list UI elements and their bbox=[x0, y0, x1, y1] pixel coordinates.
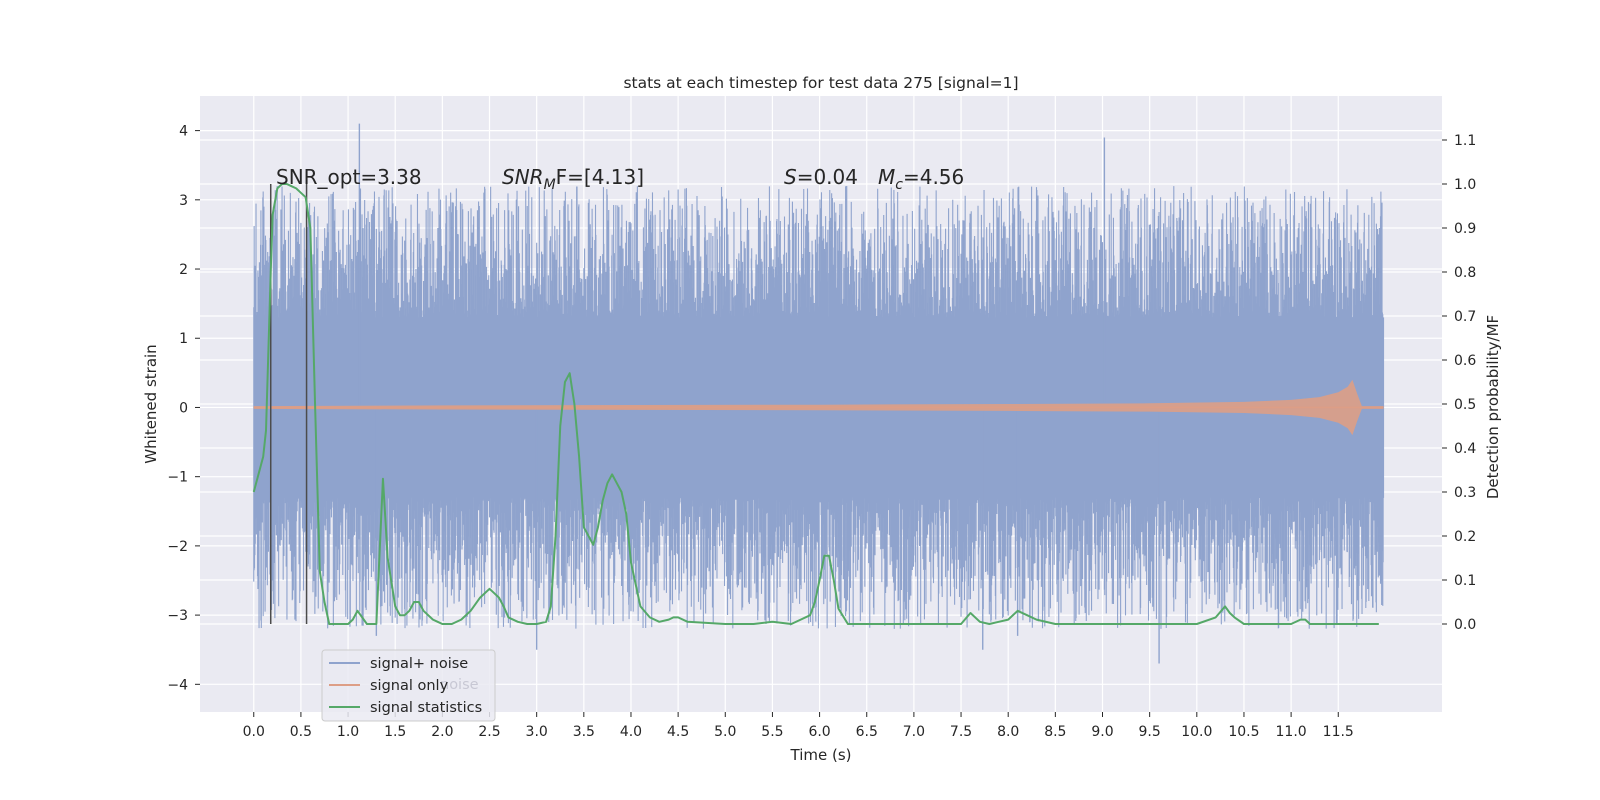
y-axis-right: 1.1 1.0 0.9 0.8 0.7 0.6 0.5 0.4 0.3 0.2 0.1 0.0 bbox=[1442, 133, 1476, 633]
x-tick-label-12: 6.0 bbox=[808, 724, 830, 740]
x-tick-label-11: 5.5 bbox=[761, 724, 783, 740]
x-axis: 0.0 0.5 1.0 1.5 2.0 2.5 3.0 3.5 4.0 4.5 5.0 5.5 6.0 6… bbox=[243, 712, 1354, 740]
y-right-tick-label-4: 0.7 bbox=[1454, 309, 1476, 325]
legend-label-signal-noise: signal+ noise bbox=[370, 656, 468, 672]
x-tick-label-14: 7.0 bbox=[903, 724, 925, 740]
y-left-tick-label-3: 1 bbox=[179, 331, 188, 347]
x-tick-label-7: 3.5 bbox=[573, 724, 595, 740]
legend-box bbox=[321, 649, 496, 722]
annotation-s-value: =0.04 bbox=[797, 165, 858, 189]
legend-label-signal-statistics: signal statistics bbox=[370, 700, 482, 716]
y-left-tick-label-0: 4 bbox=[179, 124, 188, 140]
y-right-tick-label-8: 0.3 bbox=[1454, 485, 1476, 501]
annotation-snr-mf: SNRMF=[4.13] bbox=[502, 165, 644, 193]
y-left-tick-label-2: 2 bbox=[179, 262, 188, 278]
annotation-mc: Mc=4.56 bbox=[878, 165, 964, 193]
y-left-tick-label-7: −3 bbox=[167, 608, 188, 624]
annotation-mc-label: M bbox=[878, 165, 895, 189]
series-signal-statistics bbox=[252, 183, 1379, 625]
x-tick-label-9: 4.5 bbox=[667, 724, 689, 740]
y-left-tick-label-1: 3 bbox=[179, 193, 188, 209]
y-right-tick-label-11: 0.0 bbox=[1454, 617, 1476, 633]
x-tick-label-8: 4.0 bbox=[620, 724, 642, 740]
annotation-s: S=0.04 bbox=[784, 165, 858, 189]
x-tick-label-15: 7.5 bbox=[950, 724, 972, 740]
y-right-tick-label-2: 0.9 bbox=[1454, 221, 1476, 237]
legend-ghost-text: noise bbox=[440, 677, 479, 693]
y-right-tick-label-1: 1.0 bbox=[1454, 177, 1476, 193]
y-axis-left: 4 3 2 1 0 −1 −2 −3 −4 bbox=[167, 124, 200, 693]
y-right-tick-label-7: 0.4 bbox=[1454, 441, 1476, 457]
legend: noise signal+ noise signal only signal s… bbox=[321, 649, 496, 722]
y-right-tick-label-0: 1.1 bbox=[1454, 133, 1476, 149]
y-right-tick-label-6: 0.5 bbox=[1454, 397, 1476, 413]
annotation-snr-mf-prefix: SNR bbox=[502, 165, 544, 189]
y-right-tick-label-3: 0.8 bbox=[1454, 265, 1476, 281]
annotation-snr-opt: SNR_opt=3.38 bbox=[276, 165, 422, 189]
x-tick-label-21: 10.5 bbox=[1228, 724, 1259, 740]
x-tick-label-18: 9.0 bbox=[1091, 724, 1113, 740]
y-left-tick-label-8: −4 bbox=[167, 677, 188, 693]
x-tick-label-23: 11.5 bbox=[1323, 724, 1354, 740]
y-axis-right-label: Detection probability/MF bbox=[1484, 315, 1502, 499]
x-tick-label-3: 1.5 bbox=[384, 724, 406, 740]
chart-title: stats at each timestep for test data 275… bbox=[623, 74, 1018, 92]
annotation-s-label: S bbox=[784, 165, 797, 189]
y-left-tick-label-6: −2 bbox=[167, 539, 188, 555]
x-tick-label-2: 1.0 bbox=[337, 724, 359, 740]
x-tick-label-4: 2.0 bbox=[431, 724, 453, 740]
x-tick-label-5: 2.5 bbox=[478, 724, 500, 740]
x-tick-label-10: 5.0 bbox=[714, 724, 736, 740]
y-left-tick-label-5: −1 bbox=[167, 470, 188, 486]
y-right-tick-label-5: 0.6 bbox=[1454, 353, 1476, 369]
annotation-mc-value: =4.56 bbox=[903, 165, 964, 189]
y-right-tick-label-10: 0.1 bbox=[1454, 573, 1476, 589]
annotation-mc-sub: c bbox=[895, 177, 903, 193]
series-signal-only bbox=[253, 379, 1384, 436]
x-tick-label-0: 0.0 bbox=[243, 724, 265, 740]
x-tick-label-17: 8.5 bbox=[1044, 724, 1066, 740]
y-right-tick-label-9: 0.2 bbox=[1454, 529, 1476, 545]
x-tick-label-1: 0.5 bbox=[290, 724, 312, 740]
x-axis-label: Time (s) bbox=[790, 746, 852, 764]
x-tick-label-20: 10.0 bbox=[1181, 724, 1212, 740]
annotation-snr-mf-sub: M bbox=[544, 177, 556, 193]
x-tick-label-16: 8.0 bbox=[997, 724, 1019, 740]
x-tick-label-6: 3.0 bbox=[526, 724, 548, 740]
x-tick-label-13: 6.5 bbox=[856, 724, 878, 740]
x-tick-label-19: 9.5 bbox=[1139, 724, 1161, 740]
statistics-line bbox=[252, 183, 1379, 625]
legend-label-signal-only: signal only bbox=[370, 678, 449, 694]
annotation-snr-mf-suffix: F=[4.13] bbox=[556, 165, 644, 189]
y-left-tick-label-4: 0 bbox=[179, 400, 188, 416]
y-axis-left-label: Whitened strain bbox=[142, 344, 160, 463]
x-tick-label-22: 11.0 bbox=[1276, 724, 1307, 740]
